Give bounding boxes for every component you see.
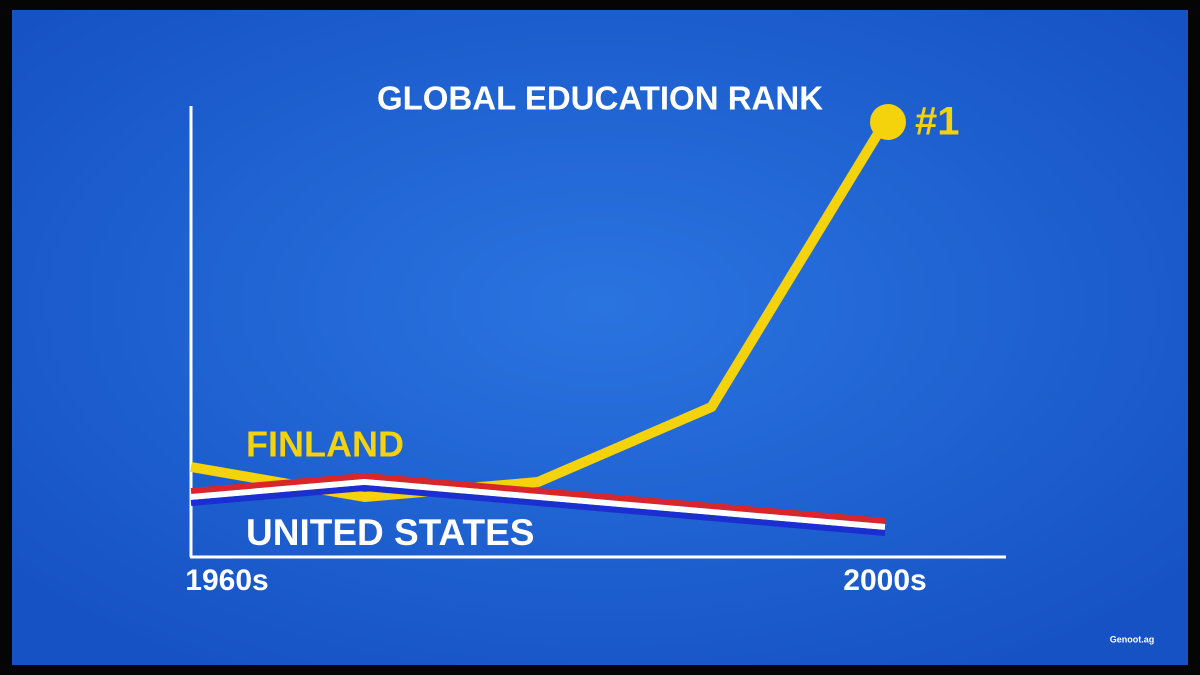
series-label: UNITED STATES [246,512,534,553]
watermark: Genoot.ag [1110,634,1155,644]
chart-title: GLOBAL EDUCATION RANK [377,80,823,117]
series-stripe [190,473,886,524]
x-tick-label: 1960s [185,564,268,597]
series-stripe [190,485,886,536]
end-dot [870,104,906,140]
series-line [190,479,886,530]
x-tick-label: 2000s [843,564,926,597]
series-label: FINLAND [246,424,404,465]
value-label: #1 [915,100,960,144]
